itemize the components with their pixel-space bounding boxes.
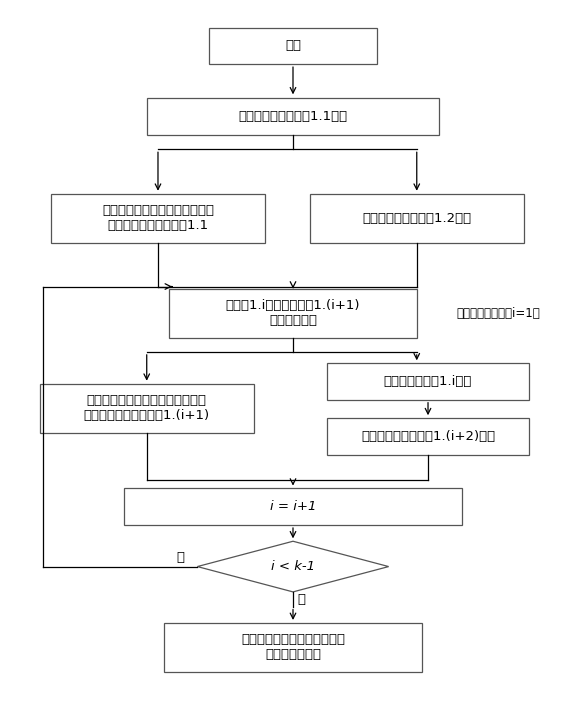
FancyBboxPatch shape [124, 488, 462, 525]
FancyBboxPatch shape [327, 418, 529, 454]
Text: 用吊钩将空的废油桶1.1吊上: 用吊钩将空的废油桶1.1吊上 [239, 110, 347, 123]
Text: 否: 否 [298, 593, 305, 606]
FancyBboxPatch shape [40, 383, 254, 433]
FancyBboxPatch shape [310, 194, 524, 243]
FancyBboxPatch shape [169, 289, 417, 338]
Text: i < k-1: i < k-1 [271, 560, 315, 573]
FancyBboxPatch shape [146, 98, 440, 134]
Text: 是: 是 [176, 551, 185, 564]
Text: 用吊钩将空的废油桶1.(i+2)吊上: 用吊钩将空的废油桶1.(i+2)吊上 [361, 430, 495, 443]
FancyBboxPatch shape [51, 194, 265, 243]
Text: 废油桶1.i装满，废油桶1.(i+1)
到达工作位置: 废油桶1.i装满，废油桶1.(i+1) 到达工作位置 [226, 299, 360, 327]
Text: 用吊钩将废油桶1.i吊下: 用吊钩将废油桶1.i吊下 [384, 375, 472, 388]
Polygon shape [197, 541, 389, 592]
FancyBboxPatch shape [327, 363, 529, 400]
Text: （令第一次循环的i=1）: （令第一次循环的i=1） [456, 307, 540, 320]
Text: 泵组正常工作匀速抽取换油目标
箱体中的废油到废油桶1.1: 泵组正常工作匀速抽取换油目标 箱体中的废油到废油桶1.1 [102, 205, 214, 232]
Text: 开始: 开始 [285, 39, 301, 52]
Text: 废油抽取过程结束及清洁过程
开始的交替流程: 废油抽取过程结束及清洁过程 开始的交替流程 [241, 633, 345, 661]
FancyBboxPatch shape [163, 623, 423, 672]
Text: i = i+1: i = i+1 [270, 500, 316, 513]
Text: 用吊钩将空的废油桶1.2吊上: 用吊钩将空的废油桶1.2吊上 [362, 212, 471, 225]
Text: 泵组正常工作匀速抽取发换油目标
箱体中的废油至废油桶1.(i+1): 泵组正常工作匀速抽取发换油目标 箱体中的废油至废油桶1.(i+1) [84, 394, 210, 422]
FancyBboxPatch shape [209, 27, 377, 64]
